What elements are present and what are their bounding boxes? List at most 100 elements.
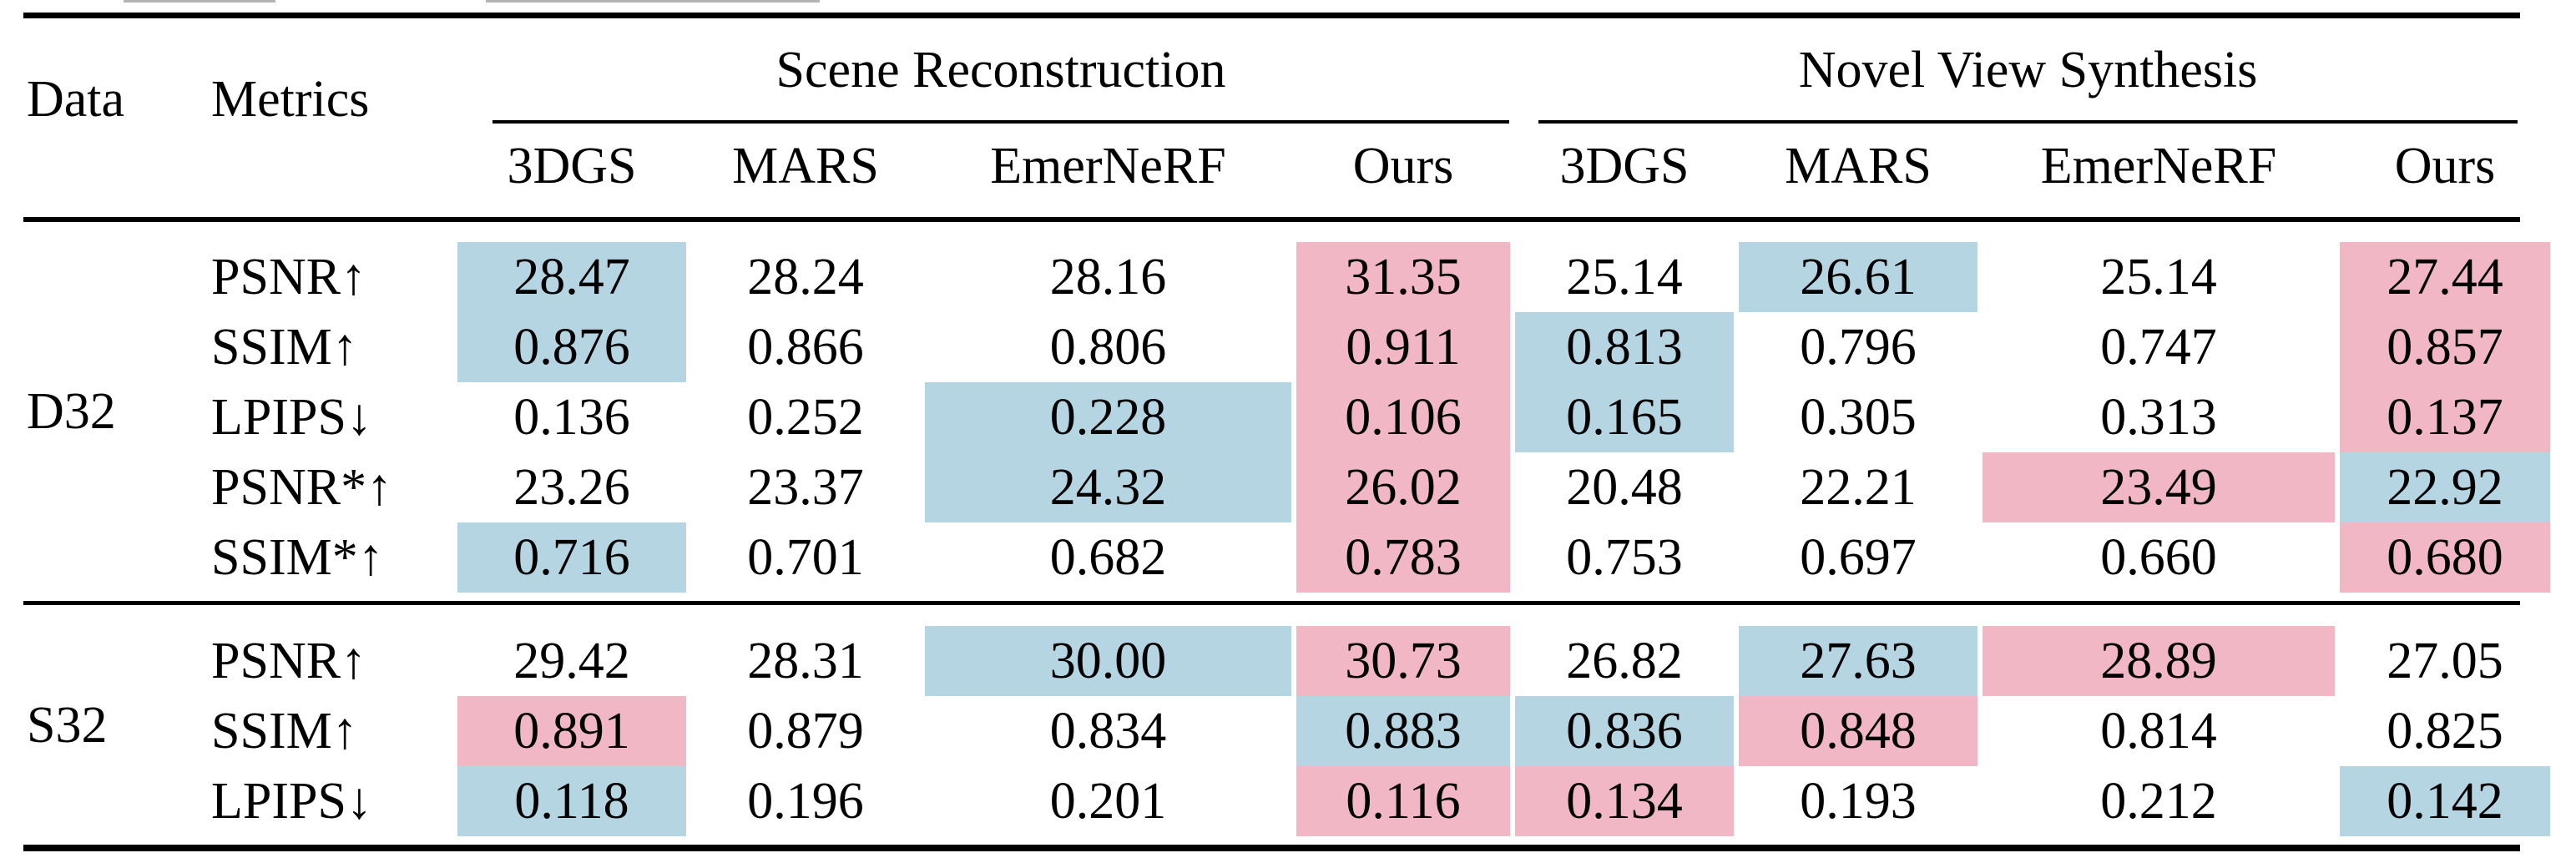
value-cell: 0.813 [1513,312,1736,382]
value-cell: 0.848 [1736,696,1980,766]
value-cell: 0.825 [2337,696,2553,766]
header-rule [23,217,2553,222]
metric-value: 0.783 [1296,522,1510,593]
value-cell: 28.16 [922,242,1294,312]
value-cell: 28.24 [689,242,922,312]
value-cell: 28.47 [455,242,689,312]
value-cell: 0.137 [2337,382,2553,452]
metric-value: 23.26 [513,459,630,516]
method-header-sr-ours: Ours [1352,138,1454,194]
metric-value: 22.92 [2340,452,2551,522]
column-header-metrics: Metrics [211,70,370,128]
metric-value: 28.31 [747,633,864,689]
metric-value: 0.118 [457,766,686,836]
metric-value: 0.834 [1049,703,1167,760]
method-header-nvs-mars: MARS [1785,138,1932,194]
metric-value: 28.24 [747,249,864,305]
value-cell: 27.63 [1736,626,1980,696]
metric-value: 0.857 [2340,312,2551,382]
metric-label: PSNR*↑ [211,459,393,516]
value-cell: 0.660 [1980,522,2337,593]
metric-value: 0.212 [2100,773,2217,830]
metric-label: SSIM↑ [211,703,358,760]
table-row: PSNR↑ 28.47 28.24 28.16 31.35 25.14 26.6… [23,242,2553,312]
value-cell: 0.697 [1736,522,1980,593]
metric-value: 0.660 [2100,529,2217,586]
metric-label: LPIPS↓ [211,389,372,446]
metric-value: 0.848 [1739,696,1977,766]
metric-value: 26.02 [1296,452,1510,522]
metric-value: 28.89 [1983,626,2335,696]
value-cell: 0.136 [455,382,689,452]
metric-value: 0.806 [1049,319,1167,376]
value-cell: 0.142 [2337,766,2553,836]
metric-label: LPIPS↓ [211,773,372,830]
metric-value: 0.228 [925,382,1291,452]
metric-label: PSNR↑ [211,249,367,305]
metric-value: 23.37 [747,459,864,516]
metric-value: 0.866 [747,319,864,376]
value-cell: 26.02 [1294,452,1513,522]
value-cell: 20.48 [1513,452,1736,522]
value-cell: 0.876 [455,312,689,382]
metric-value: 0.136 [513,389,630,446]
metric-value: 0.116 [1296,766,1510,836]
dataset-label-s32: S32 [27,696,108,754]
metric-value: 0.252 [747,389,864,446]
metric-value: 28.47 [457,242,686,312]
value-cell: 0.228 [922,382,1294,452]
value-cell: 24.32 [922,452,1294,522]
column-header-data: Data [27,70,125,128]
metric-value: 0.813 [1515,312,1734,382]
metric-value: 0.836 [1515,696,1734,766]
value-cell: 0.866 [689,312,922,382]
scan-artifact-line [124,0,275,3]
value-cell: 0.716 [455,522,689,593]
value-cell: 0.879 [689,696,922,766]
value-cell: 23.37 [689,452,922,522]
table-row: PSNR↑ 29.42 28.31 30.00 30.73 26.82 27.6… [23,626,2553,696]
value-cell: 23.26 [455,452,689,522]
metric-value: 0.134 [1515,766,1734,836]
value-cell: 23.49 [1980,452,2337,522]
metric-value: 26.82 [1566,633,1683,689]
table-row: LPIPS↓ 0.136 0.252 0.228 0.106 0.165 0.3… [23,382,2553,452]
metric-value: 27.44 [2340,242,2551,312]
metric-value: 30.00 [925,626,1291,696]
method-header-nvs-emernerf: EmerNeRF [2040,138,2277,194]
value-cell: 27.05 [2337,626,2553,696]
value-cell: 0.680 [2337,522,2553,593]
value-cell: 0.806 [922,312,1294,382]
value-cell: 0.753 [1513,522,1736,593]
metric-value: 0.697 [1800,529,1917,586]
table-row: SSIM*↑ 0.716 0.701 0.682 0.783 0.753 0.6… [23,522,2553,593]
metric-value: 0.137 [2340,382,2551,452]
value-cell: 28.31 [689,626,922,696]
method-header-nvs-ours: Ours [2394,138,2496,194]
value-cell: 26.82 [1513,626,1736,696]
value-cell: 30.00 [922,626,1294,696]
table-row: SSIM↑ 0.876 0.866 0.806 0.911 0.813 0.79… [23,312,2553,382]
metric-value: 0.701 [747,529,864,586]
group-label: Novel View Synthesis [1538,20,2518,124]
value-cell: 0.836 [1513,696,1736,766]
value-cell: 0.891 [455,696,689,766]
table-row: PSNR*↑ 23.26 23.37 24.32 26.02 20.48 22.… [23,452,2553,522]
value-cell: 29.42 [455,626,689,696]
value-cell: 0.134 [1513,766,1736,836]
metric-value: 24.32 [925,452,1291,522]
value-cell: 0.106 [1294,382,1513,452]
value-cell: 0.196 [689,766,922,836]
metric-value: 25.14 [2100,249,2217,305]
metric-value: 20.48 [1566,459,1683,516]
metric-value: 0.753 [1566,529,1683,586]
method-header-sr-emernerf: EmerNeRF [990,138,1226,194]
group-label: Scene Reconstruction [492,20,1509,124]
value-cell: 0.701 [689,522,922,593]
value-cell: 0.165 [1513,382,1736,452]
value-cell: 0.193 [1736,766,1980,836]
value-cell: 0.682 [922,522,1294,593]
metric-label: SSIM↑ [211,319,358,376]
value-cell: 0.252 [689,382,922,452]
table-row: LPIPS↓ 0.118 0.196 0.201 0.116 0.134 0.1… [23,766,2553,836]
